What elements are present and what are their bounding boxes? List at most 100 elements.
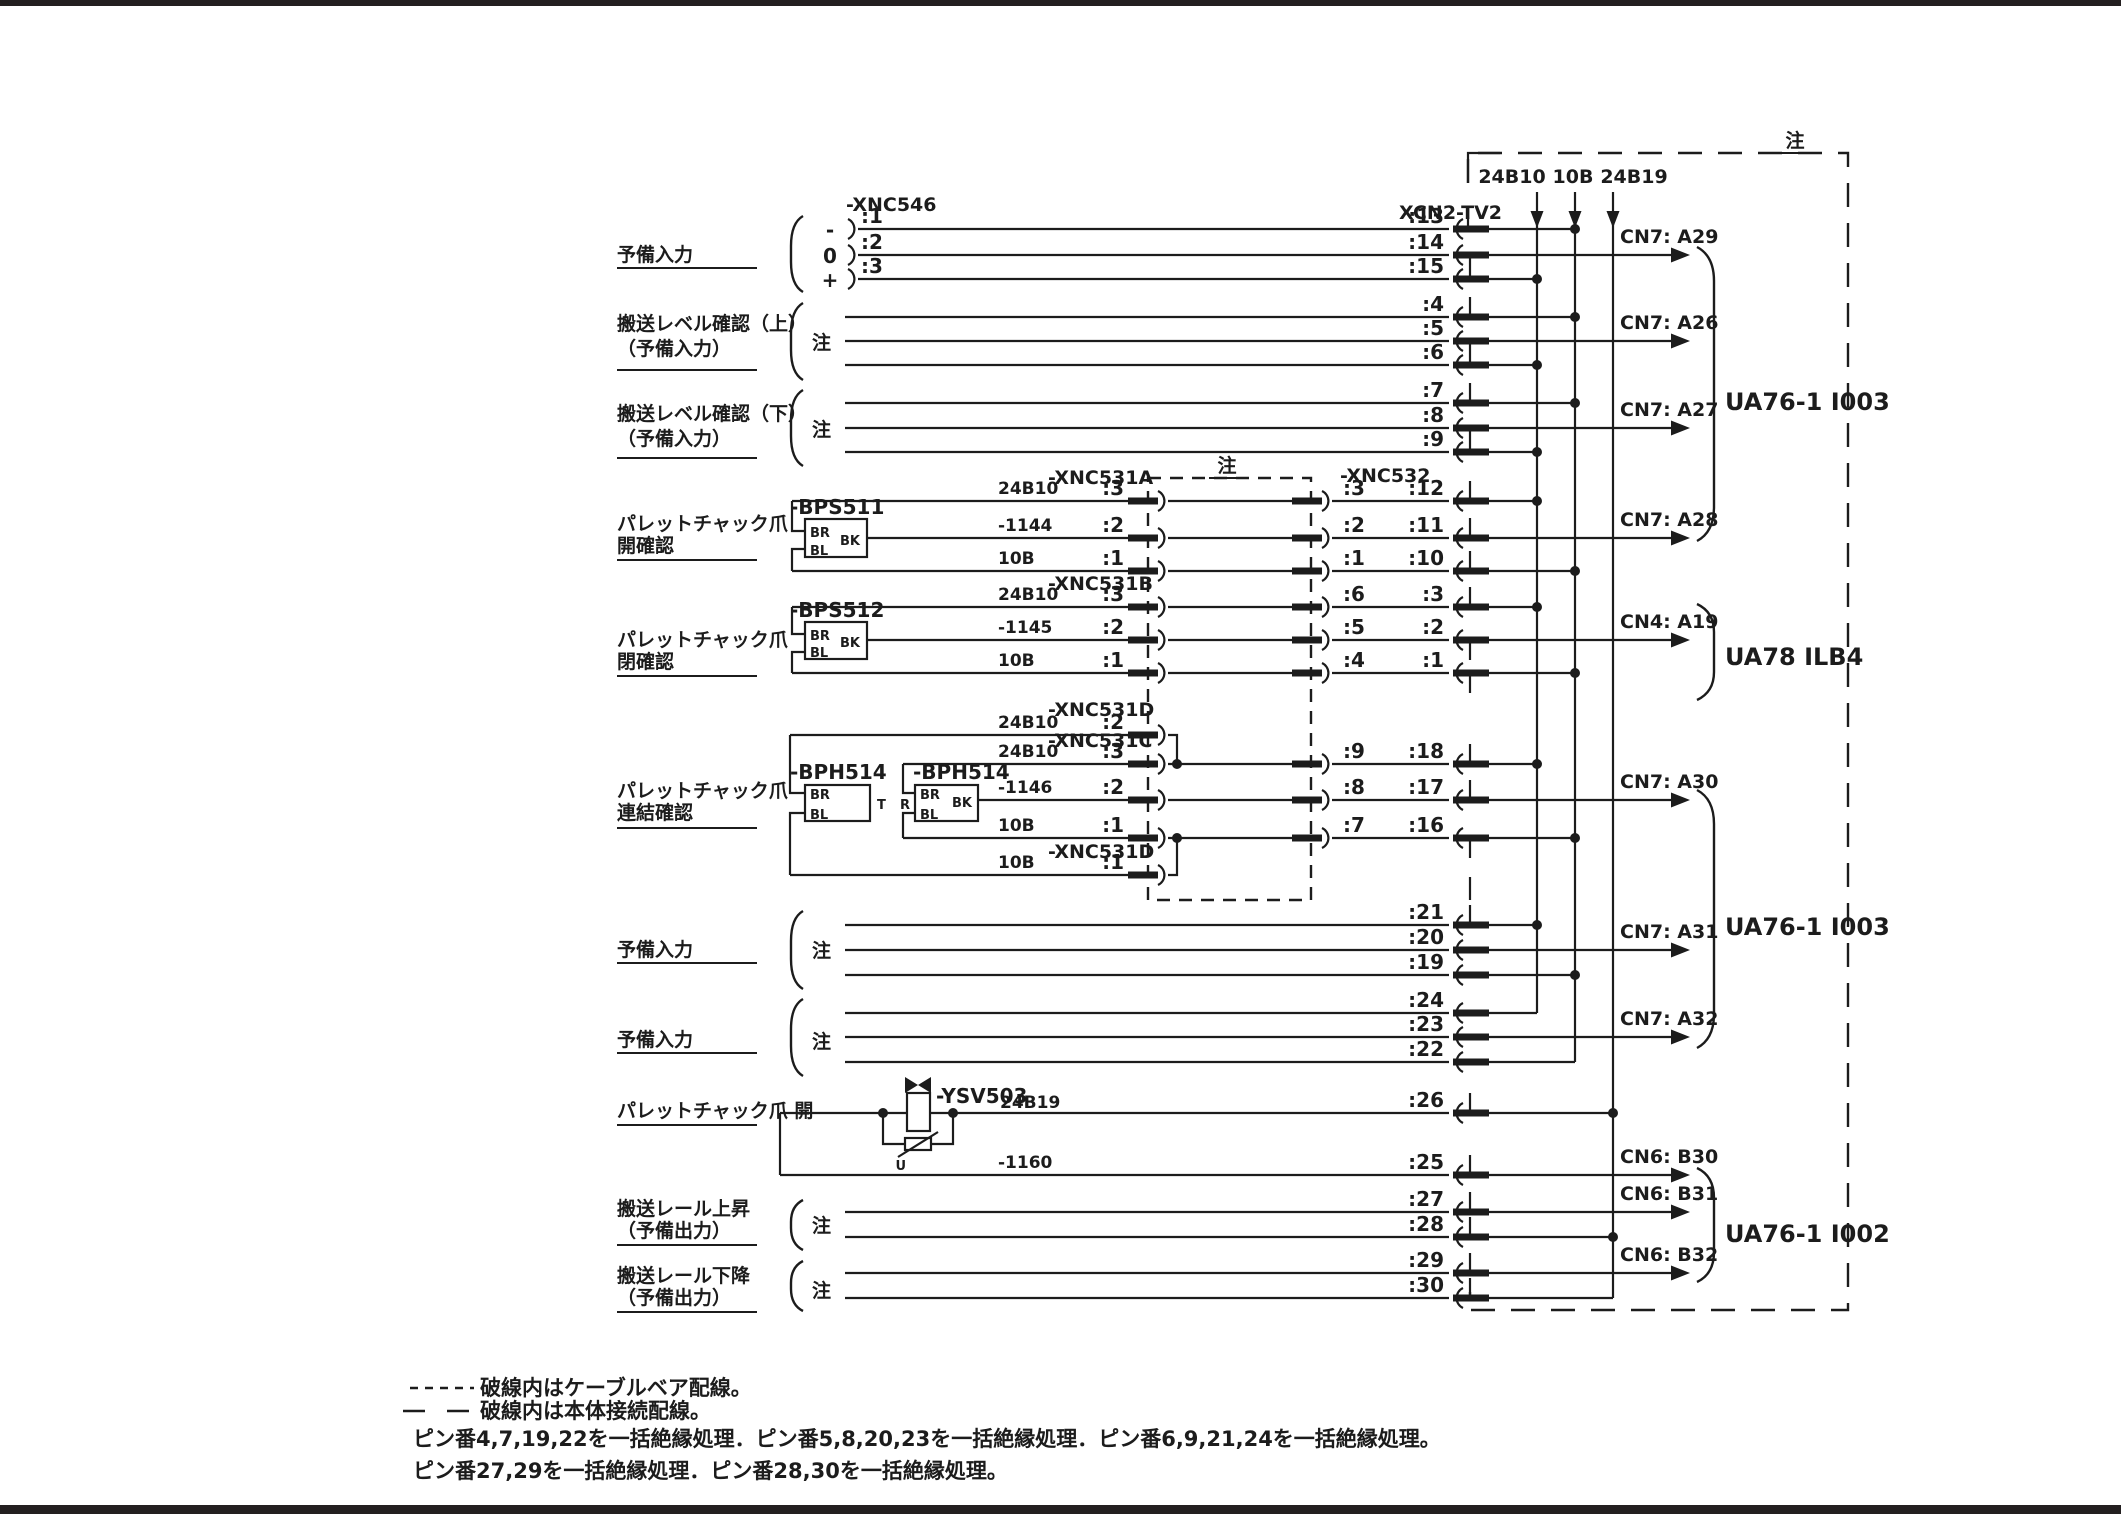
cn-port-label: CN7: A29 [1620,226,1718,248]
arrow-right-icon [1671,1167,1690,1183]
note-mark-group: 注 [812,1214,831,1237]
ysv503-solenoid-valve: -YSV503 24B19 -1160 U [895,1077,1060,1174]
cn-port-label: CN6: B30 [1620,1146,1718,1168]
arrow-right-icon [1671,1029,1690,1045]
wire-label: 24B19 [1000,1093,1060,1113]
connector-name: -XNC531D [1048,841,1154,863]
polarity-minus: - [826,218,834,242]
board-name: UA76-1 I003 [1725,913,1890,941]
terminal-bl: BL [920,808,938,823]
pin-number: :6 [1422,340,1444,364]
device-name: -BPH514 [790,760,887,784]
pin-number: :11 [1408,513,1444,537]
connector-name: -XNC546 [846,194,937,216]
signal-name: 連結確認 [617,801,693,824]
terminal-t: T [877,798,886,813]
note-marks: 注 注 注 注 注 注 注 注 [812,129,1813,1302]
wire-network [778,217,1674,1300]
terminal-r: R [900,798,910,813]
sensor-body-receiver [913,783,980,823]
signal-name: 予備入力 [617,243,693,266]
bps512-sensor: -BPS512 BR BL BK 24B10 -1145 10B [790,585,1058,671]
bus-label-10b: 10B [1553,166,1594,188]
terminal-bl: BL [810,544,828,559]
pin-icon [1128,754,1164,774]
pin-number: :1 [1102,850,1124,874]
terminal-br: BR [810,788,830,803]
sensor-body-transmitter [803,783,872,823]
pin-number: :3 [1343,476,1365,500]
cn-port-label: CN4: A19 [1620,611,1718,633]
pin-number: :2 [1102,710,1124,734]
arrow-right-icon [1671,530,1690,546]
arrow-right-icon [1671,632,1690,648]
pin-number: :19 [1408,950,1444,974]
pin-icon [1128,663,1164,683]
signal-name: パレットチャック爪 [617,780,789,802]
solenoid-coil [905,1091,932,1133]
board-brace [1696,1166,1716,1284]
board-brace [1696,245,1716,543]
pin-number: :21 [1408,900,1444,924]
signal-name: 搬送レベル確認（下） [617,402,807,425]
terminal-br: BR [810,629,830,644]
junction-dots [878,224,1618,1242]
device-name: -BPH514 [913,760,1010,784]
pin-number: :30 [1408,1273,1444,1297]
wire-label: 10B [998,651,1035,671]
cn-port-label: CN7: A26 [1620,312,1718,334]
arrow-right-icon [1671,1204,1690,1220]
pin-icon [846,217,856,241]
signal-name: （予備出力） [617,1219,731,1242]
sheet-top-border [0,0,2121,6]
arrow-right-icon [1671,792,1690,808]
note-mark-group: 注 [812,1030,831,1053]
pin-icon [1453,1027,1489,1047]
pin-icon [1128,630,1164,650]
connector-name: -XNC531D [1048,699,1154,721]
legend-text: 破線内はケーブルベア配線。 [480,1376,752,1400]
connector-name: -XNC531C [1048,730,1152,752]
xnc531-connectors: -XNC531A :3 :2 :1 -XNC531B :3 :2 :1 -XNC… [1048,467,1164,885]
pin-number: :5 [1422,316,1444,340]
cn-port-label: CN6: B32 [1620,1244,1718,1266]
note-mark-top: 注 [1785,129,1804,152]
wire-label: 24B10 [998,585,1058,605]
arrow-right-icon [1671,942,1690,958]
pin-icon [1453,940,1489,960]
dashed-enclosures [1146,151,1850,1312]
pin-number: :2 [1343,513,1365,537]
arrow-right-icon [1671,420,1690,436]
pin-number: :1 [861,204,883,228]
bus-arrow-icon [1606,211,1620,228]
pin-number: :5 [1343,615,1365,639]
valve-icon [918,1077,931,1093]
pin-number: :26 [1408,1088,1444,1112]
pin-number: :22 [1408,1037,1444,1061]
signal-name: パレットチャック爪 開 [617,1100,813,1122]
pin-note-text: ピン番4,7,19,22を一括絶縁処理．ピン番5,8,20,23を一括絶縁処理．… [413,1427,1441,1451]
note-mark-group: 注 [812,418,831,441]
signal-name: 開確認 [617,534,674,557]
pin-icon [1128,865,1164,885]
bus-label-24b19: 24B19 [1600,166,1667,188]
pin-icon [1128,491,1164,511]
pin-number: :15 [1408,254,1444,278]
wire-label: 10B [998,853,1035,873]
pin-number: :16 [1408,813,1444,837]
power-buses: 24B10 10B 24B19 [1478,166,1668,1298]
pin-number: :2 [1102,775,1124,799]
arrow-right-icon [1671,1265,1690,1281]
cable-bear-dashed-box [1146,476,1313,902]
device-name: -BPS512 [790,598,884,622]
valve-icon [905,1077,918,1093]
pin-number: :24 [1408,988,1444,1012]
pin-number: :14 [1408,230,1444,254]
pin-icon [1128,790,1164,810]
polarity-zero: 0 [823,244,837,268]
terminal-bk: BK [840,534,861,549]
bph514-sensor-pair: -BPH514 -BPH514 BR BL T BR BL BK R 24B10… [790,713,1058,873]
wire-label: -1144 [998,516,1053,536]
